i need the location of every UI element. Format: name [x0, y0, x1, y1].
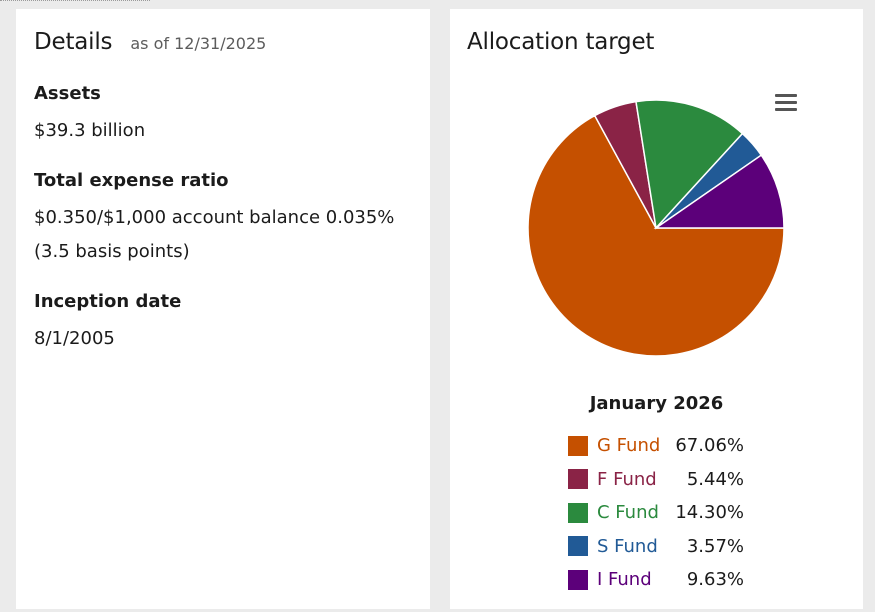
legend-value-c-fund: 14.30%: [675, 502, 744, 524]
legend-swatch-i-fund: [568, 569, 588, 590]
legend-item-i-fund[interactable]: I Fund 9.63%: [568, 563, 744, 597]
as-of-date: as of 12/31/2025: [130, 34, 267, 53]
legend-label-s-fund: S Fund: [597, 535, 658, 557]
legend-value-f-fund: 5.44%: [686, 468, 744, 490]
expense-label: Total expense ratio: [34, 170, 229, 191]
pie-slice-c-fund[interactable]: [635, 99, 744, 230]
inception-value: 8/1/2005: [34, 328, 115, 349]
allocation-pie-chart: [527, 99, 785, 357]
legend-swatch-f-fund: [568, 469, 588, 490]
details-header: Details as of 12/31/2025: [34, 29, 412, 55]
chart-menu-icon[interactable]: [775, 94, 797, 112]
inception-label: Inception date: [34, 291, 182, 312]
legend-label-c-fund: C Fund: [597, 502, 659, 524]
inception-field: Inception date 8/1/2005: [34, 291, 412, 356]
legend-value-g-fund: 67.06%: [675, 435, 744, 457]
dotted-divider: [0, 0, 150, 3]
pie-slice-g-fund[interactable]: [527, 114, 785, 357]
legend-swatch-c-fund: [568, 502, 588, 523]
legend-swatch-s-fund: [568, 536, 588, 557]
legend-value-s-fund: 3.57%: [686, 535, 744, 557]
assets-label: Assets: [34, 83, 101, 104]
assets-field: Assets $39.3 billion: [34, 83, 412, 148]
legend-item-s-fund[interactable]: S Fund 3.57%: [568, 530, 744, 564]
expense-field: Total expense ratio $0.350/$1,000 accoun…: [34, 170, 412, 269]
legend-label-i-fund: I Fund: [597, 569, 652, 591]
legend-label-f-fund: F Fund: [597, 468, 657, 490]
legend-title: January 2026: [589, 393, 724, 414]
legend-item-g-fund[interactable]: G Fund 67.06%: [568, 429, 744, 463]
details-card: Details as of 12/31/2025 Assets $39.3 bi…: [16, 9, 430, 609]
legend-swatch-g-fund: [568, 435, 588, 456]
chart-legend: G Fund 67.06% F Fund 5.44% C Fund 14.30% S Fun…: [568, 429, 744, 597]
pie-slice-i-fund[interactable]: [653, 154, 785, 229]
legend-value-i-fund: 9.63%: [686, 569, 744, 591]
details-title: Details: [34, 29, 113, 55]
legend-item-f-fund[interactable]: F Fund 5.44%: [568, 463, 744, 497]
legend-item-c-fund[interactable]: C Fund 14.30%: [568, 496, 744, 530]
assets-value: $39.3 billion: [34, 120, 146, 141]
legend-label-g-fund: G Fund: [597, 435, 661, 457]
allocation-card: Allocation target January 2026 G Fund 67.…: [450, 9, 863, 609]
expense-value-line2: (3.5 basis points): [34, 241, 190, 262]
expense-value-line1: $0.350/$1,000 account balance 0.035%: [34, 207, 395, 228]
allocation-title: Allocation target: [467, 29, 655, 55]
